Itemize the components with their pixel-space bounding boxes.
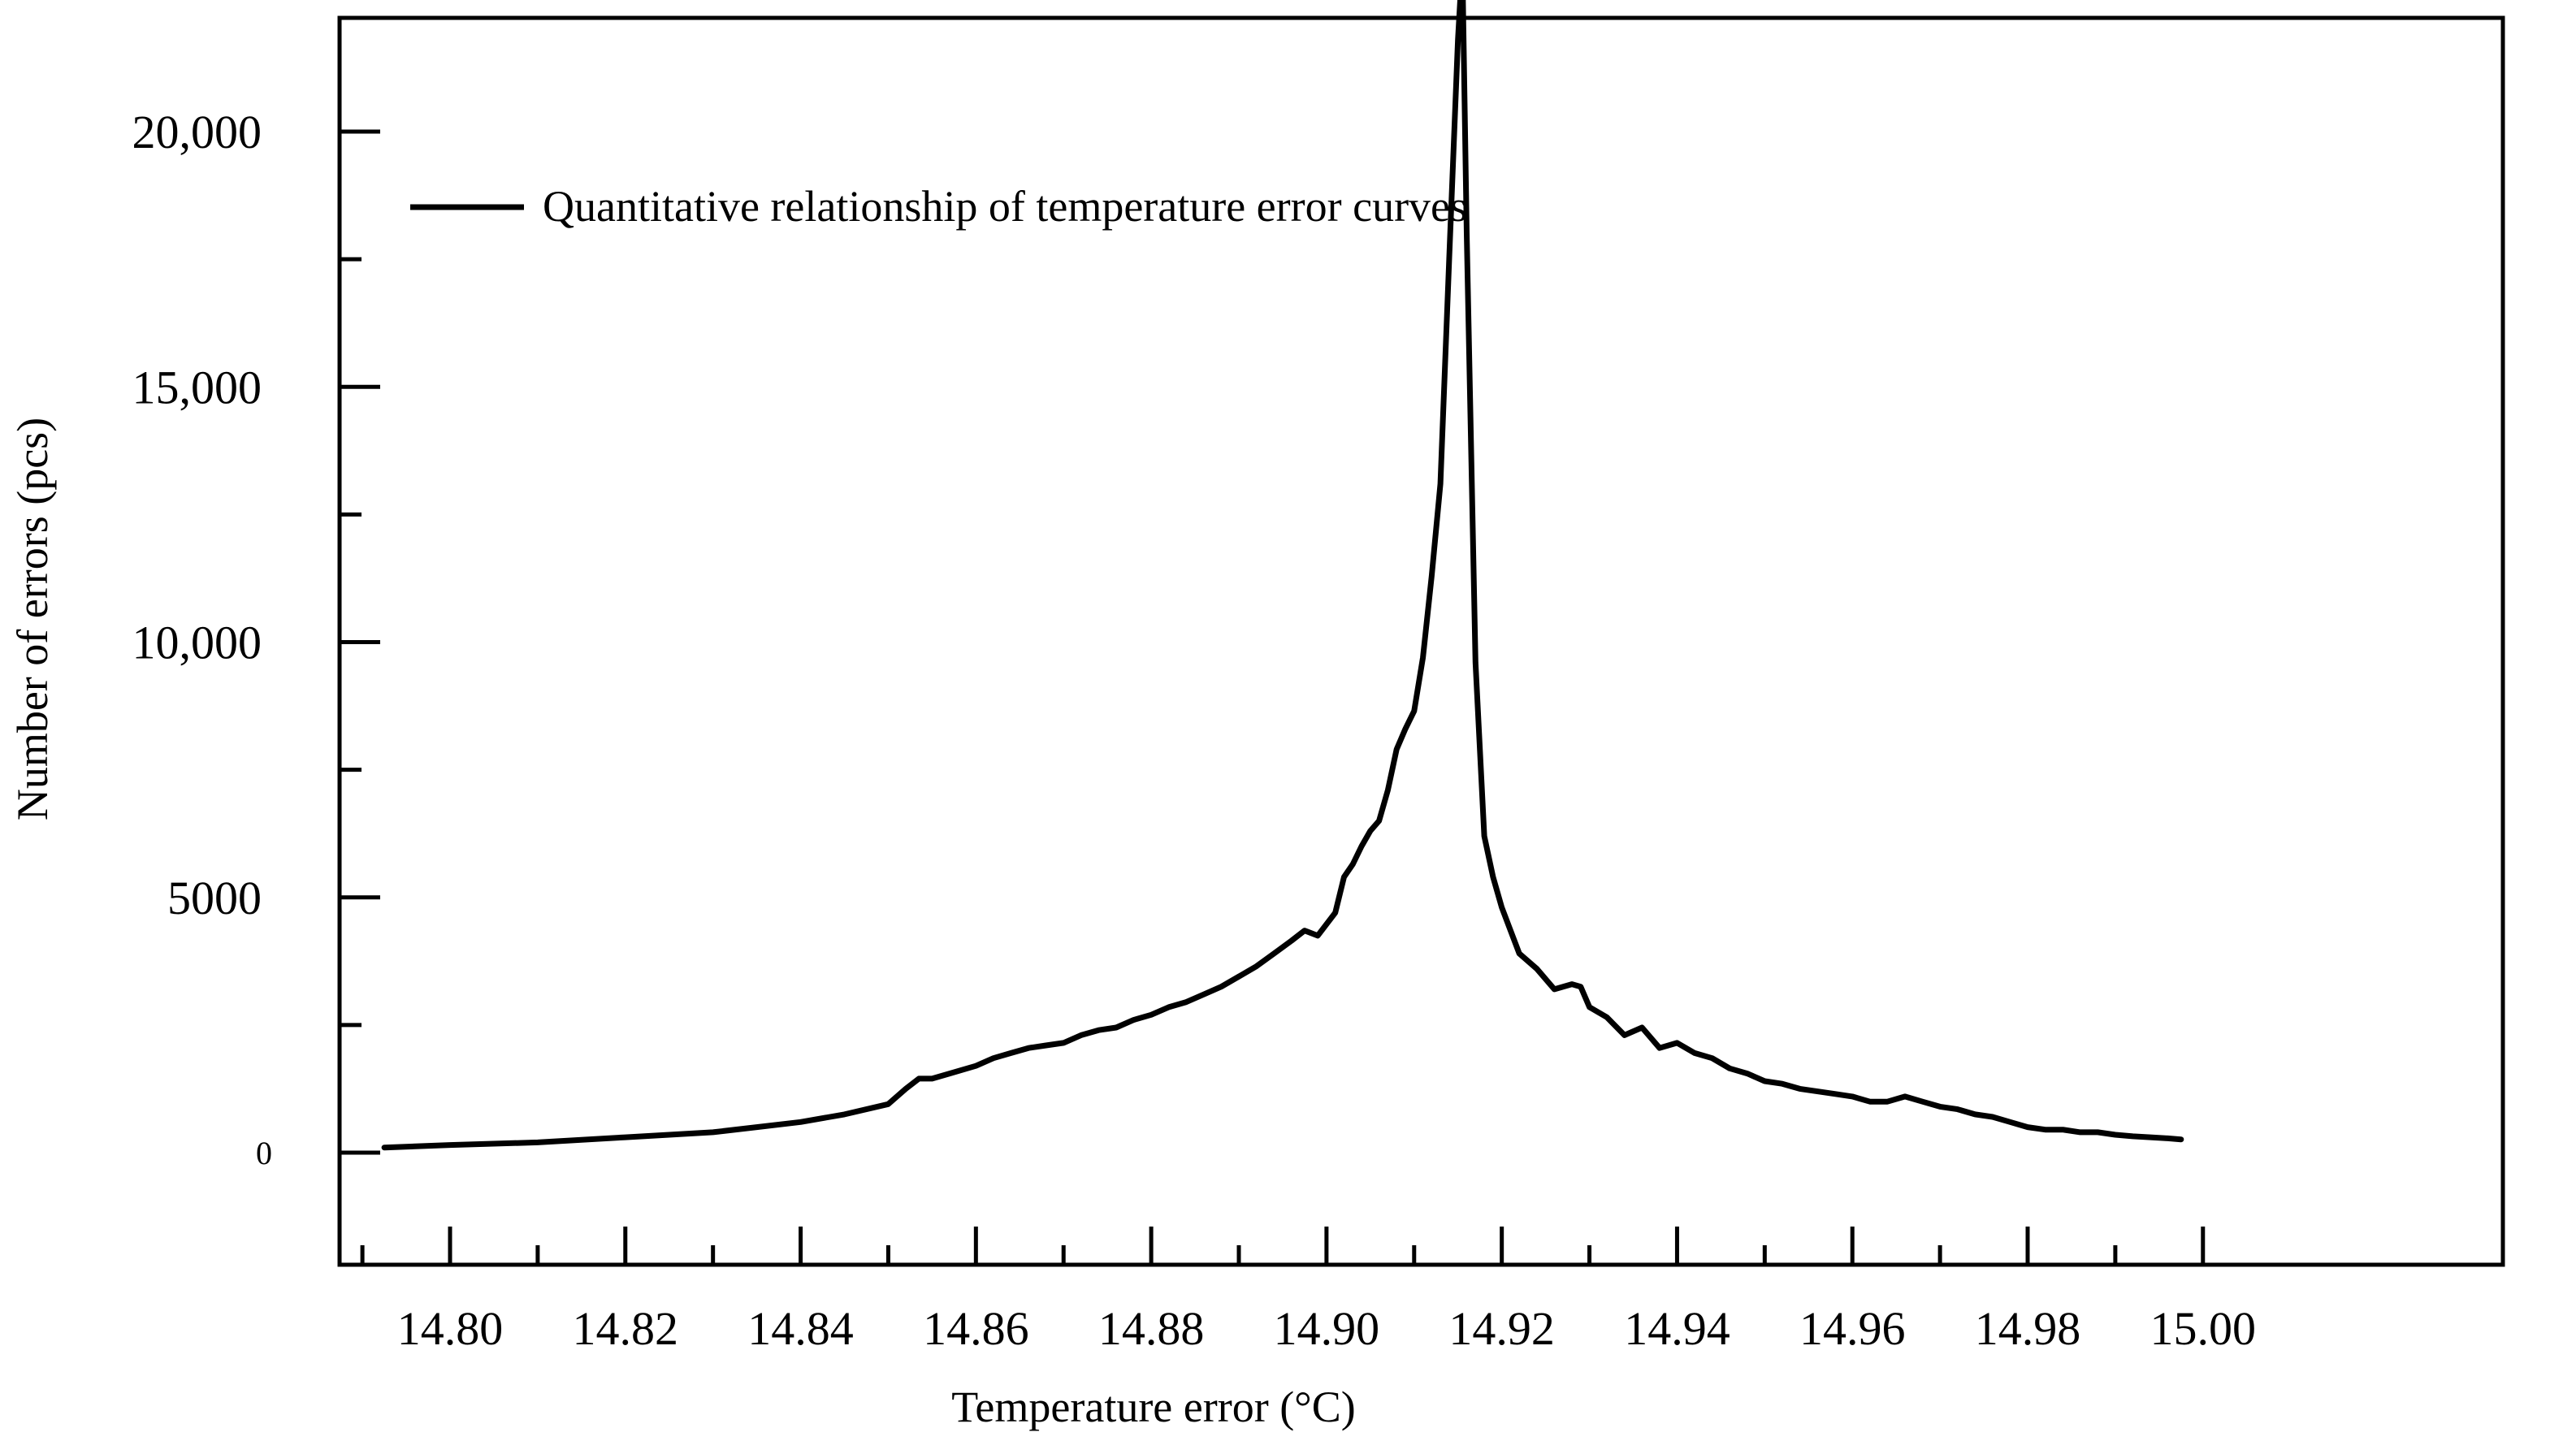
y-tick-label: 10,000 xyxy=(132,617,262,669)
x-tick-label: 14.88 xyxy=(1098,1302,1205,1355)
plot-frame xyxy=(337,15,2505,1267)
y-tick-label: 20,000 xyxy=(132,106,262,158)
x-tick-label: 14.84 xyxy=(747,1302,854,1355)
x-axis-ticks xyxy=(360,1227,2206,1263)
legend: Quantitative relationship of temperature… xyxy=(410,182,1467,231)
x-tick-label: 14.96 xyxy=(1799,1302,1906,1355)
x-tick-label: 14.92 xyxy=(1448,1302,1555,1355)
y-axis-title: Number of errors (pcs) xyxy=(8,418,57,820)
y-tick-label: 0 xyxy=(256,1135,272,1171)
x-axis-tick-labels: 14.80 14.82 14.84 14.86 14.88 14.90 14.92 14.94… xyxy=(397,1302,2256,1355)
y-tick-label: 15,000 xyxy=(132,361,262,413)
y-axis-ticks xyxy=(341,129,380,1155)
x-tick-label: 14.82 xyxy=(573,1302,679,1355)
x-tick-label: 14.86 xyxy=(923,1302,1029,1355)
x-axis-title: Temperature error (°C) xyxy=(951,1383,1356,1431)
y-tick-label: 5000 xyxy=(167,872,262,924)
x-tick-label: 15.00 xyxy=(2150,1302,2257,1355)
x-tick-label: 14.94 xyxy=(1624,1302,1730,1355)
x-tick-label: 14.80 xyxy=(397,1302,504,1355)
x-tick-label: 14.98 xyxy=(1975,1302,2081,1355)
x-tick-label: 14.90 xyxy=(1274,1302,1380,1355)
series-line xyxy=(381,0,2184,1151)
legend-label: Quantitative relationship of temperature… xyxy=(543,182,1467,231)
